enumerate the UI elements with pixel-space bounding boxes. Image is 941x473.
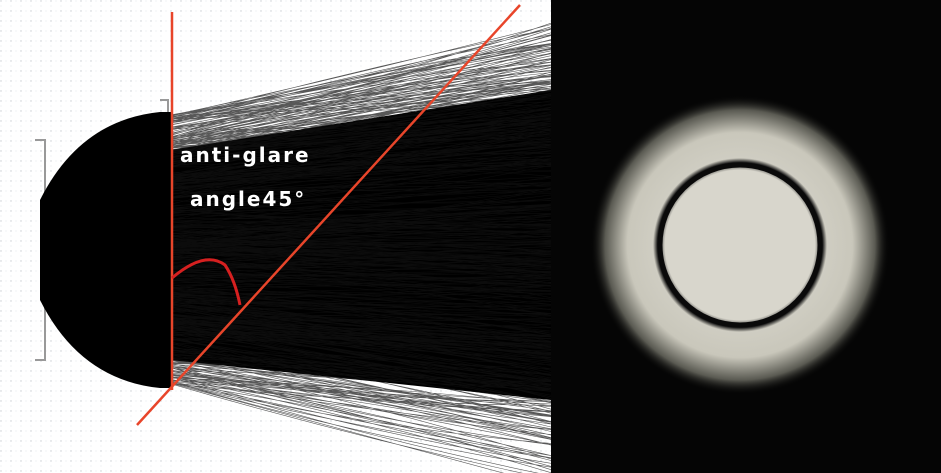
beam-spot [590,95,890,395]
lens [40,112,172,388]
cutoff-ring [657,162,823,328]
rays [169,22,552,473]
ray-bundle [169,22,552,473]
annotation: anti-glare [180,143,311,167]
annotation: angle45° [190,187,306,211]
angle-arc [171,258,242,306]
angle-line [136,4,521,426]
